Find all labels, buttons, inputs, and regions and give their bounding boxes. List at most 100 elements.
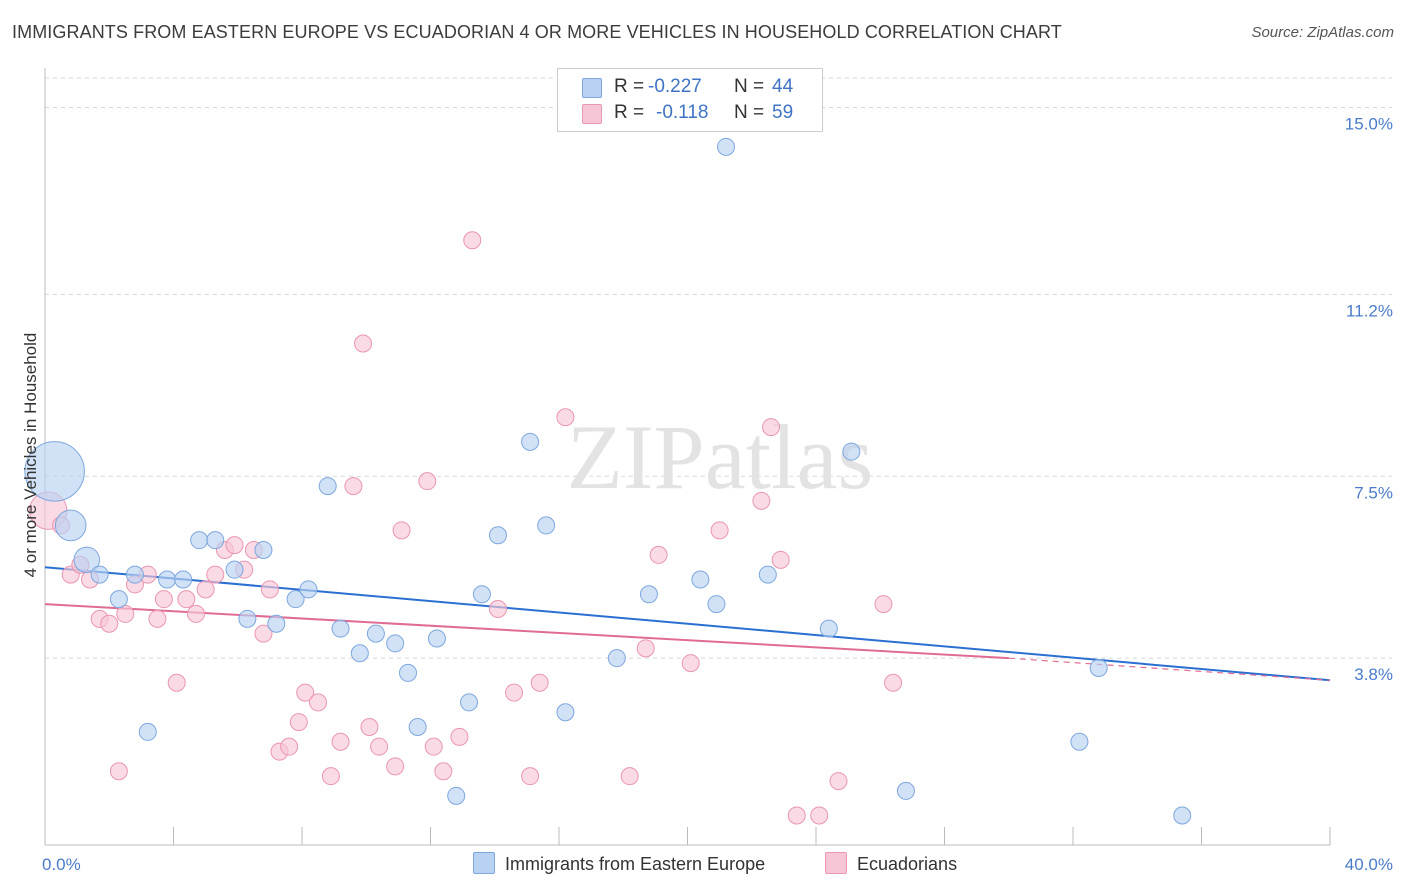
eastern-europe-point-33 <box>639 585 658 604</box>
eastern-europe-point-29 <box>521 432 540 451</box>
ecuadorian-point-58 <box>874 595 893 614</box>
eastern-europe-point-32 <box>607 649 626 668</box>
ecuadorian-point-34 <box>370 737 389 756</box>
eastern-europe-point-7 <box>158 570 177 589</box>
y-tick-label-1: 7.5% <box>1354 483 1393 502</box>
ecuadorian-point-51 <box>710 521 729 540</box>
ecuadorian-point-11 <box>148 609 167 628</box>
eastern-europe-point-16 <box>299 580 318 599</box>
eastern-europe-point-19 <box>350 644 369 663</box>
r-value: -0.227 <box>648 76 702 97</box>
blue-legend-swatch <box>473 852 495 874</box>
eastern-europe-point-11 <box>225 560 244 579</box>
eastern-europe-point-18 <box>331 619 350 638</box>
n-value: 44 <box>772 76 794 97</box>
ecuadorian-point-35 <box>386 757 405 776</box>
ecuadorian-point-47 <box>620 767 639 786</box>
ecuadorian-point-56 <box>810 806 829 825</box>
eastern-europe-point-14 <box>267 614 286 633</box>
pink-swatch <box>582 104 602 124</box>
eastern-europe-point-34 <box>691 570 710 589</box>
ecuadorian-point-28 <box>309 693 328 712</box>
ecuadorian-point-12 <box>154 590 173 609</box>
n-label: N = <box>734 102 765 123</box>
eastern-europe-point-3 <box>90 565 109 584</box>
eastern-europe-point-6 <box>138 722 157 741</box>
ecuadorian-point-19 <box>225 536 244 555</box>
eastern-europe-point-30 <box>537 516 556 535</box>
ecuadorian-point-59 <box>884 673 903 692</box>
pink-legend-swatch <box>825 852 847 874</box>
ecuadorian-point-22 <box>254 624 273 643</box>
eastern-europe-point-37 <box>758 565 777 584</box>
ecuadorian-point-27 <box>296 683 315 702</box>
n-label: N = <box>734 76 765 97</box>
legend-item-pink[interactable]: Ecuadorians <box>825 852 957 875</box>
trend-lines <box>44 566 1331 682</box>
ecuadorian-point-31 <box>344 477 363 496</box>
eastern-europe-point-0 <box>24 441 85 502</box>
ecuadorian-point-14 <box>177 590 196 609</box>
eastern-europe-point-38 <box>819 619 838 638</box>
correlation-legend: R = -0.227 N = 44 R = -0.118 N = 59 <box>557 68 823 132</box>
eastern-europe-point-43 <box>1173 806 1192 825</box>
ecuadorian-point-49 <box>649 545 668 564</box>
eastern-europe-point-22 <box>399 663 418 682</box>
watermark: ZIPatlas <box>567 406 874 508</box>
eastern-europe-point-21 <box>386 634 405 653</box>
ecuadorian-point-52 <box>752 491 771 510</box>
eastern-europe-point-25 <box>447 786 466 805</box>
ecuadorian-point-6 <box>100 614 119 633</box>
eastern-europe-point-39 <box>842 442 861 461</box>
ecuadorian-point-40 <box>450 727 469 746</box>
ecuadorian-point-54 <box>771 550 790 569</box>
r-label: R = <box>614 76 645 97</box>
ecuadorian-point-23 <box>260 580 279 599</box>
eastern-europe-point-41 <box>1070 732 1089 751</box>
ecuadorian-point-42 <box>488 600 507 618</box>
x-tick-label-1: 40.0% <box>1345 855 1393 874</box>
ecuadorian-point-57 <box>829 772 848 791</box>
eastern-europe-point-9 <box>190 531 209 550</box>
eastern-europe-point-17 <box>318 477 337 496</box>
ecuadorian-point-25 <box>280 737 299 756</box>
eastern-europe-point-8 <box>174 570 193 589</box>
ecuadorian-point-45 <box>530 673 549 692</box>
ecuadorian-point-48 <box>636 639 655 658</box>
eastern-europe-point-23 <box>408 718 427 736</box>
trend-line-blue <box>44 566 1331 682</box>
ecuadorian-point-41 <box>463 231 482 250</box>
ecuadorian-point-32 <box>354 334 373 353</box>
legend-label-pink: Ecuadorians <box>857 854 958 874</box>
ecuadorian-point-55 <box>787 806 806 825</box>
eastern-europe-point-1 <box>54 509 87 542</box>
trend-line-pink-extension <box>1008 657 1331 681</box>
ecuadorian-point-39 <box>434 762 453 781</box>
eastern-europe-point-24 <box>427 629 446 648</box>
eastern-europe-point-20 <box>366 624 385 643</box>
trend-line-pink <box>44 603 1009 660</box>
y-tick-label-0: 3.8% <box>1354 665 1393 684</box>
blue-swatch <box>582 78 602 98</box>
eastern-europe-point-26 <box>460 693 479 712</box>
eastern-europe-point-12 <box>238 609 257 628</box>
ecuadorian-point-50 <box>681 654 700 673</box>
eastern-europe-point-36 <box>717 137 736 156</box>
eastern-europe-point-31 <box>556 703 575 722</box>
y-axis-label: 4 or more Vehicles in Household <box>21 333 40 578</box>
ecuadorian-point-46 <box>556 408 575 427</box>
ecuadorian-point-7 <box>109 762 128 781</box>
eastern-europe-point-42 <box>1089 659 1108 677</box>
ecuadorian-point-17 <box>206 565 225 584</box>
eastern-europe-point-13 <box>254 541 273 559</box>
tick-labels: 3.8% 7.5% 11.2% 15.0% 0.0% 40.0% <box>42 115 1393 875</box>
y-tick-label-3: 15.0% <box>1345 115 1393 134</box>
legend-item-blue[interactable]: Immigrants from Eastern Europe <box>473 852 765 875</box>
eastern-europe-point-27 <box>472 585 491 604</box>
ecuadorian-point-44 <box>521 767 540 786</box>
data-points <box>24 137 1192 825</box>
ecuadorian-point-43 <box>505 683 524 702</box>
chart-title: IMMIGRANTS FROM EASTERN EUROPE VS ECUADO… <box>12 22 1062 42</box>
eastern-europe-point-15 <box>286 590 305 609</box>
